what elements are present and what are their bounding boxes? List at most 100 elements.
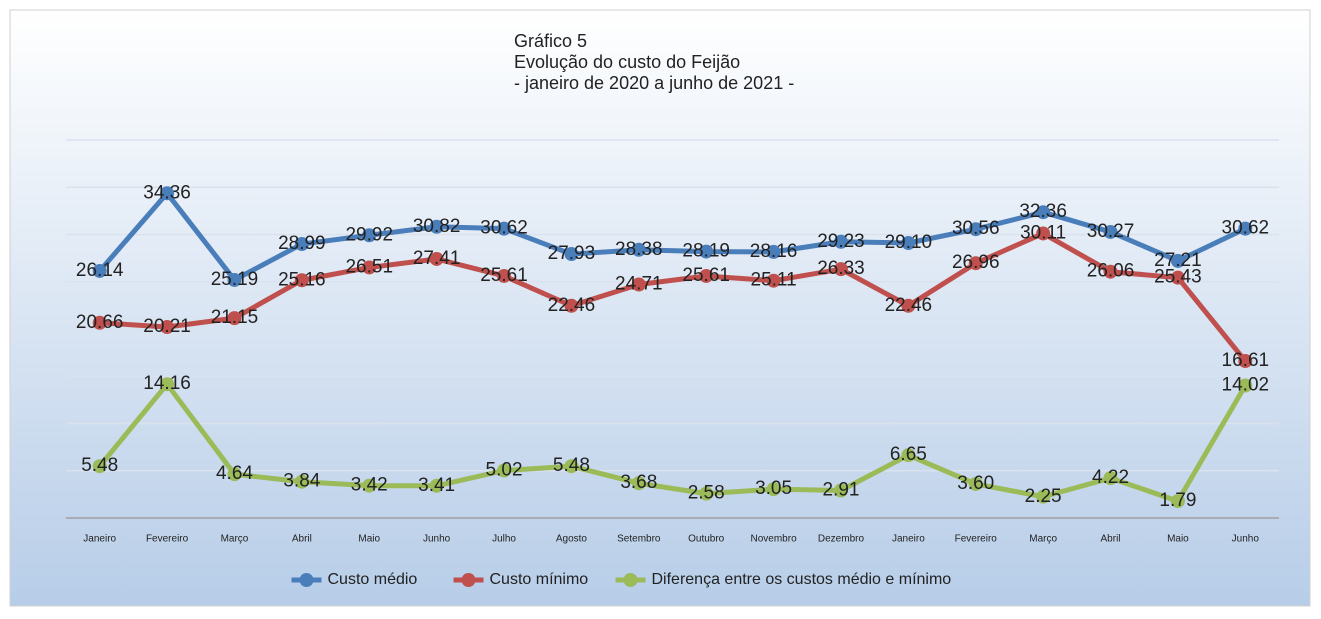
x-tick-label: Abril: [1101, 534, 1121, 545]
data-point: [92, 315, 107, 330]
data-label: 14.16: [143, 373, 191, 394]
data-point: [1238, 221, 1253, 236]
data-point: [564, 247, 579, 262]
data-label: 5.48: [553, 455, 590, 476]
x-tick-label: Agosto: [556, 534, 588, 545]
legend-marker: [623, 573, 638, 587]
data-label: 30.82: [413, 216, 461, 237]
data-point: [564, 298, 579, 313]
data-point: [497, 221, 512, 236]
x-tick-label: Maio: [1167, 534, 1189, 545]
data-point: [362, 478, 377, 493]
data-label: 26.33: [817, 258, 865, 279]
x-tick-label: Fevereiro: [955, 534, 998, 545]
data-point: [92, 459, 107, 474]
legend-label: Diferença entre os custos médio e mínimo: [652, 571, 952, 588]
data-label: 30.62: [1222, 218, 1270, 239]
legend-marker: [461, 573, 476, 587]
x-tick-label: Novembro: [751, 534, 798, 545]
data-label: 4.64: [216, 463, 253, 484]
x-tick-label: Maio: [358, 534, 380, 545]
data-label: 21.15: [211, 307, 259, 328]
data-point: [968, 256, 983, 271]
data-label: 3.41: [418, 475, 455, 496]
data-label: 30.27: [1087, 221, 1135, 242]
series-line: [97, 190, 1247, 283]
data-label: 5.48: [81, 455, 118, 476]
data-label: 22.46: [885, 295, 933, 316]
data-point: [631, 476, 646, 491]
x-tick-label: Março: [221, 534, 249, 545]
legend-label: Custo médio: [328, 571, 418, 588]
data-point: [227, 467, 242, 482]
data-point: [294, 273, 309, 288]
title-line: Evolução do custo do Feijão: [514, 52, 740, 72]
data-label: 25.19: [211, 269, 259, 290]
title-line: - janeiro de 2020 a junho de 2021 -: [514, 73, 794, 93]
data-point: [1036, 226, 1051, 241]
data-label: 1.79: [1159, 490, 1196, 511]
data-label: 28.16: [750, 241, 798, 262]
data-point: [833, 262, 848, 277]
data-point: [227, 311, 242, 326]
data-label: 27.21: [1154, 250, 1202, 271]
data-label: 29.10: [885, 232, 933, 253]
data-label: 28.99: [278, 233, 326, 254]
data-label: 28.19: [682, 241, 730, 262]
data-point: [564, 459, 579, 474]
x-tick-label: Junho: [1232, 534, 1260, 545]
data-point: [294, 474, 309, 489]
data-point: [1103, 224, 1118, 239]
data-point: [1036, 489, 1051, 504]
data-label: 30.11: [1020, 222, 1066, 243]
data-point: [497, 463, 512, 478]
data-label: 30.62: [480, 218, 528, 239]
x-tick-label: Abril: [292, 534, 312, 545]
x-tick-label: Fevereiro: [146, 534, 189, 545]
data-point: [294, 237, 309, 252]
data-point: [227, 272, 242, 287]
data-label: 3.84: [283, 471, 320, 492]
data-point: [1170, 270, 1185, 285]
data-label: 2.91: [822, 480, 859, 501]
data-point: [631, 277, 646, 292]
title-line: Gráfico 5: [514, 31, 587, 51]
data-label: 4.22: [1092, 467, 1129, 488]
legend-label: Custo mínimo: [490, 571, 589, 588]
data-label: 27.41: [413, 248, 461, 269]
data-point: [160, 186, 175, 201]
data-label: 6.65: [890, 444, 927, 465]
data-point: [362, 228, 377, 243]
data-label: 2.25: [1025, 486, 1062, 507]
data-label: 25.11: [751, 270, 797, 291]
data-point: [699, 244, 714, 259]
data-label: 14.02: [1222, 375, 1270, 396]
data-label: 26.51: [345, 256, 393, 277]
data-point: [497, 268, 512, 283]
data-point: [833, 483, 848, 498]
data-point: [699, 486, 714, 501]
data-label: 3.68: [620, 472, 657, 493]
x-tick-label: Janeiro: [83, 534, 116, 545]
data-label: 20.21: [143, 316, 191, 337]
data-point: [901, 448, 916, 463]
data-point: [92, 263, 107, 278]
x-tick-label: Outubro: [688, 534, 725, 545]
series-line: [97, 381, 1248, 504]
data-point: [766, 244, 781, 259]
data-point: [1103, 264, 1118, 279]
data-point: [160, 377, 175, 392]
data-point: [362, 260, 377, 275]
data-label: 5.02: [486, 460, 523, 481]
data-label: 32.36: [1019, 201, 1067, 222]
data-point: [1170, 494, 1185, 509]
data-point: [631, 242, 646, 257]
data-point: [699, 268, 714, 283]
data-label: 27.93: [548, 243, 596, 264]
data-point: [766, 482, 781, 497]
data-label: 25.43: [1154, 267, 1202, 288]
data-label: 3.05: [755, 478, 792, 499]
data-point: [1103, 471, 1118, 486]
